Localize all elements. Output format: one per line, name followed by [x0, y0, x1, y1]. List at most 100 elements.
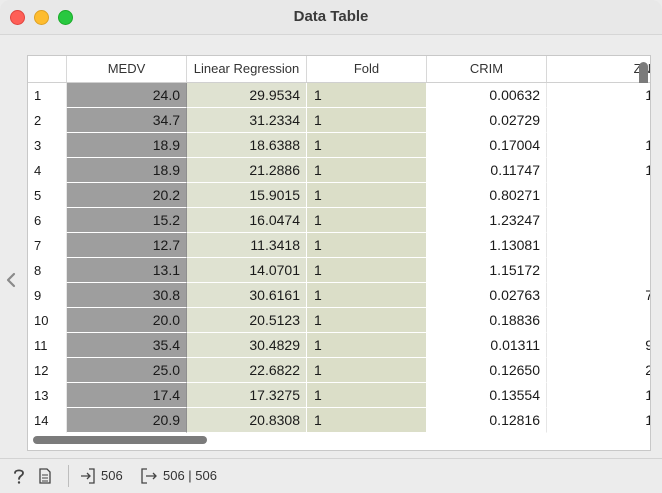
cell-crim[interactable]: 0.11747	[427, 158, 547, 183]
cell-fold[interactable]: 1	[307, 408, 427, 433]
row-index[interactable]: 9	[28, 283, 67, 308]
table-row[interactable]: 10 20.0 20.5123 1 0.18836	[28, 308, 650, 333]
cell-linear-regression[interactable]: 20.8308	[187, 408, 307, 433]
minimize-window-button[interactable]	[34, 10, 49, 25]
data-table[interactable]: MEDV Linear Regression Fold CRIM ZN 1 24.…	[27, 55, 651, 451]
row-index[interactable]: 7	[28, 233, 67, 258]
cell-zn[interactable]	[547, 233, 650, 258]
cell-crim[interactable]: 0.80271	[427, 183, 547, 208]
cell-crim[interactable]: 0.17004	[427, 133, 547, 158]
cell-crim[interactable]: 0.12816	[427, 408, 547, 433]
cell-linear-regression[interactable]: 11.3418	[187, 233, 307, 258]
maximize-window-button[interactable]	[58, 10, 73, 25]
cell-medv[interactable]: 15.2	[67, 208, 187, 233]
cell-linear-regression[interactable]: 31.2334	[187, 108, 307, 133]
row-index[interactable]: 5	[28, 183, 67, 208]
cell-medv[interactable]: 12.7	[67, 233, 187, 258]
cell-medv[interactable]: 13.1	[67, 258, 187, 283]
cell-crim[interactable]: 0.00632	[427, 83, 547, 108]
cell-medv[interactable]: 25.0	[67, 358, 187, 383]
cell-fold[interactable]: 1	[307, 258, 427, 283]
cell-crim[interactable]: 1.15172	[427, 258, 547, 283]
cell-fold[interactable]: 1	[307, 208, 427, 233]
cell-medv[interactable]: 20.0	[67, 308, 187, 333]
row-index[interactable]: 14	[28, 408, 67, 433]
cell-linear-regression[interactable]: 22.6822	[187, 358, 307, 383]
cell-crim[interactable]: 0.13554	[427, 383, 547, 408]
cell-linear-regression[interactable]: 18.6388	[187, 133, 307, 158]
cell-zn[interactable]: 1	[547, 133, 650, 158]
column-header-crim[interactable]: CRIM	[427, 56, 547, 82]
cell-crim[interactable]: 0.02729	[427, 108, 547, 133]
vertical-scrollbar[interactable]	[639, 62, 648, 88]
cell-medv[interactable]: 20.9	[67, 408, 187, 433]
question-icon[interactable]	[12, 467, 26, 490]
cell-medv[interactable]: 24.0	[67, 83, 187, 108]
column-header-medv[interactable]: MEDV	[67, 56, 187, 82]
table-row[interactable]: 6 15.2 16.0474 1 1.23247	[28, 208, 650, 233]
cell-fold[interactable]: 1	[307, 358, 427, 383]
sidebar-toggle[interactable]	[0, 38, 22, 456]
cell-linear-regression[interactable]: 29.9534	[187, 83, 307, 108]
horizontal-scrollbar[interactable]	[33, 436, 207, 444]
cell-linear-regression[interactable]: 20.5123	[187, 308, 307, 333]
cell-crim[interactable]: 0.02763	[427, 283, 547, 308]
cell-zn[interactable]	[547, 208, 650, 233]
cell-zn[interactable]	[547, 108, 650, 133]
cell-fold[interactable]: 1	[307, 158, 427, 183]
cell-crim[interactable]: 1.23247	[427, 208, 547, 233]
table-row[interactable]: 7 12.7 11.3418 1 1.13081	[28, 233, 650, 258]
cell-medv[interactable]: 30.8	[67, 283, 187, 308]
cell-medv[interactable]: 35.4	[67, 333, 187, 358]
cell-zn[interactable]: 1	[547, 408, 650, 433]
table-row[interactable]: 5 20.2 15.9015 1 0.80271	[28, 183, 650, 208]
cell-zn[interactable]	[547, 258, 650, 283]
column-header-linear-regression[interactable]: Linear Regression	[187, 56, 307, 82]
cell-zn[interactable]: 9	[547, 333, 650, 358]
cell-linear-regression[interactable]: 30.4829	[187, 333, 307, 358]
cell-fold[interactable]: 1	[307, 183, 427, 208]
row-index[interactable]: 11	[28, 333, 67, 358]
cell-zn[interactable]: 1	[547, 83, 650, 108]
cell-crim[interactable]: 0.18836	[427, 308, 547, 333]
cell-linear-regression[interactable]: 16.0474	[187, 208, 307, 233]
cell-linear-regression[interactable]: 21.2886	[187, 158, 307, 183]
cell-zn[interactable]: 2	[547, 358, 650, 383]
cell-fold[interactable]: 1	[307, 333, 427, 358]
cell-crim[interactable]: 0.12650	[427, 358, 547, 383]
row-index[interactable]: 4	[28, 158, 67, 183]
row-index[interactable]: 12	[28, 358, 67, 383]
cell-linear-regression[interactable]: 30.6161	[187, 283, 307, 308]
cell-linear-regression[interactable]: 14.0701	[187, 258, 307, 283]
cell-linear-regression[interactable]: 15.9015	[187, 183, 307, 208]
cell-medv[interactable]: 34.7	[67, 108, 187, 133]
cell-crim[interactable]: 1.13081	[427, 233, 547, 258]
cell-fold[interactable]: 1	[307, 383, 427, 408]
cell-medv[interactable]: 18.9	[67, 158, 187, 183]
table-row[interactable]: 2 34.7 31.2334 1 0.02729	[28, 108, 650, 133]
table-row[interactable]: 8 13.1 14.0701 1 1.15172	[28, 258, 650, 283]
cell-fold[interactable]: 1	[307, 108, 427, 133]
header-corner[interactable]	[28, 56, 67, 82]
cell-fold[interactable]: 1	[307, 283, 427, 308]
cell-medv[interactable]: 18.9	[67, 133, 187, 158]
row-index[interactable]: 10	[28, 308, 67, 333]
cell-fold[interactable]: 1	[307, 308, 427, 333]
column-header-fold[interactable]: Fold	[307, 56, 427, 82]
cell-zn[interactable]: 1	[547, 383, 650, 408]
row-index[interactable]: 2	[28, 108, 67, 133]
column-header-zn[interactable]: ZN	[547, 56, 650, 82]
cell-zn[interactable]: 1	[547, 158, 650, 183]
cell-zn[interactable]	[547, 308, 650, 333]
cell-linear-regression[interactable]: 17.3275	[187, 383, 307, 408]
cell-crim[interactable]: 0.01311	[427, 333, 547, 358]
row-index[interactable]: 6	[28, 208, 67, 233]
row-index[interactable]: 13	[28, 383, 67, 408]
